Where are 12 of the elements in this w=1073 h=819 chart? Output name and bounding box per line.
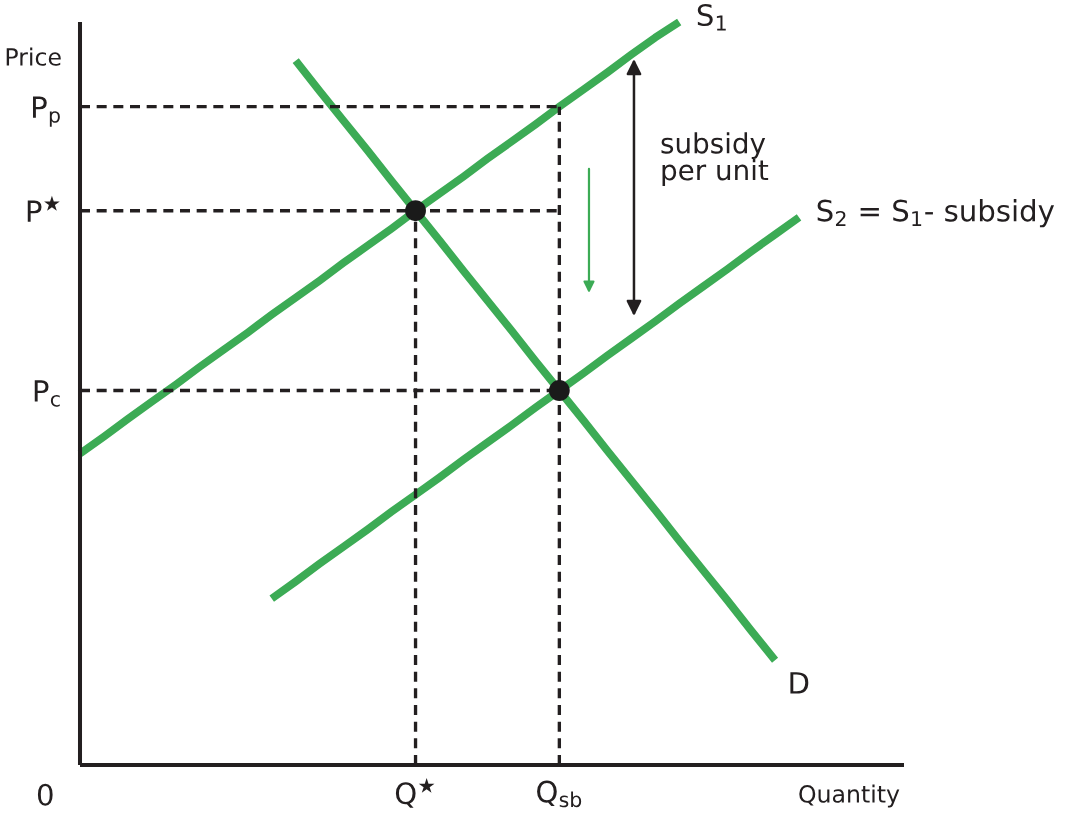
ref-line-label: P$_{c}$	[34, 380, 60, 407]
annotation: subsidy per unit	[661, 132, 769, 186]
ref-line-label: P$^{★}$	[27, 195, 60, 222]
series-label: S$_{2}$ = S$_{1}$- subsidy	[817, 199, 1055, 228]
series-label: S$_{1}$	[697, 4, 726, 31]
series-label: D	[790, 672, 809, 694]
x-tick-label: Q$^{★}$	[395, 778, 435, 808]
ref-line-label: P$_{p}$	[33, 96, 60, 127]
x-tick-label: Q$_{sb}$	[537, 780, 582, 808]
x-axis-title: Quantity	[799, 784, 900, 808]
text: 0	[37, 783, 53, 806]
y-axis-title: Price	[6, 47, 61, 66]
